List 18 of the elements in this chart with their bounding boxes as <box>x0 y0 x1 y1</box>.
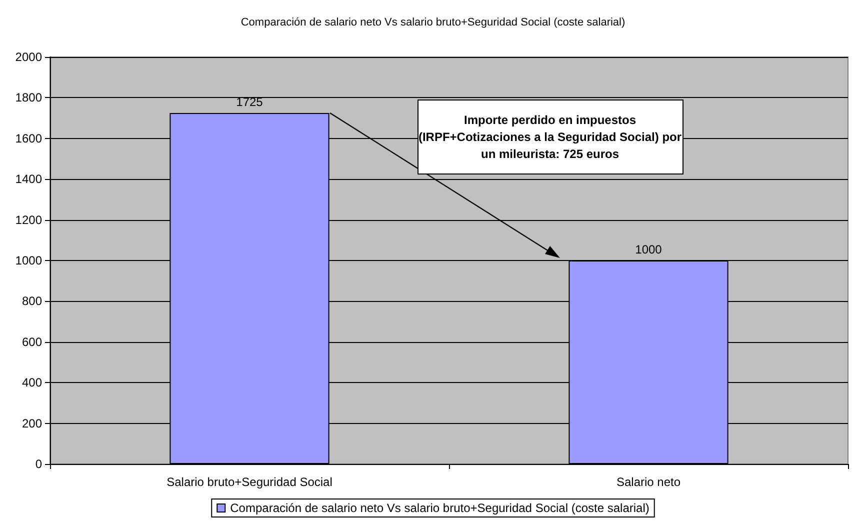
y-tick-label: 1400 <box>15 172 42 186</box>
legend-label: Comparación de salario neto Vs salario bruto+Seguridad Social (coste salarial) <box>230 501 650 515</box>
data-label: 1725 <box>236 94 264 109</box>
chart-title: Comparación de salario neto Vs salario bruto+Seguridad Social (coste salarial) <box>240 16 626 28</box>
y-tick-label: 800 <box>22 294 42 308</box>
y-tick-label: 0 <box>35 457 42 471</box>
y-tick-label: 600 <box>22 334 42 349</box>
x-tick-label: Salario neto <box>616 475 681 489</box>
y-tick-label: 1200 <box>15 212 42 227</box>
y-tick-label: 1800 <box>15 90 42 105</box>
data-label: 1000 <box>635 242 662 256</box>
y-tick-label: 1000 <box>15 254 42 268</box>
y-tick-label: 200 <box>22 416 42 430</box>
y-tick-label: 2000 <box>15 50 42 64</box>
y-tick-label: 400 <box>22 376 42 390</box>
y-tick-label: 1600 <box>15 131 42 146</box>
annotation: Importe perdido en impuestos (IRPF+Cotizaciones a la Seguridad Social) por un mileurista: 725 euros <box>418 113 682 161</box>
x-tick-label: Salario bruto+Seguridad Social <box>166 475 332 489</box>
